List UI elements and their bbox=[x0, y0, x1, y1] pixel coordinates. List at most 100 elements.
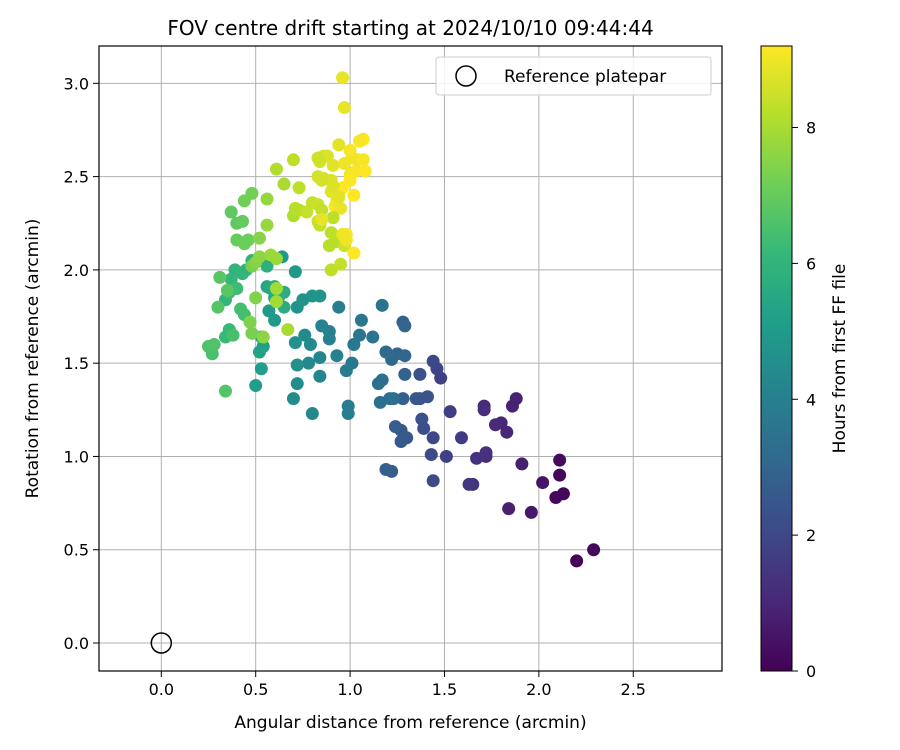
data-point bbox=[303, 338, 317, 352]
data-point bbox=[241, 233, 255, 247]
colorbar: 0 2 4 6 8 Hours from first FF file bbox=[760, 45, 850, 681]
data-point bbox=[454, 431, 468, 445]
y-tick-label: 1.5 bbox=[64, 354, 89, 373]
reference-platepar-marker bbox=[150, 632, 173, 654]
data-point bbox=[553, 453, 567, 467]
data-point bbox=[524, 505, 538, 519]
data-point bbox=[553, 468, 567, 482]
legend: Reference platepar bbox=[435, 56, 712, 96]
data-point bbox=[252, 250, 266, 264]
data-point bbox=[252, 345, 266, 359]
data-point bbox=[556, 487, 570, 501]
x-tick-label: 2.0 bbox=[526, 680, 551, 699]
data-point bbox=[375, 298, 389, 312]
x-tick-label: 0.5 bbox=[243, 680, 268, 699]
colorbar-label: Hours from first FF file bbox=[830, 264, 850, 454]
data-point bbox=[243, 315, 257, 329]
data-point bbox=[339, 364, 353, 378]
data-point bbox=[224, 205, 238, 219]
x-tick-label: 1.5 bbox=[432, 680, 457, 699]
data-point bbox=[353, 328, 367, 342]
data-point bbox=[260, 218, 274, 232]
data-point bbox=[337, 101, 351, 115]
data-point bbox=[415, 412, 429, 426]
data-point bbox=[300, 205, 314, 219]
data-point bbox=[330, 349, 344, 363]
data-point bbox=[479, 446, 493, 460]
data-point bbox=[332, 300, 346, 314]
data-point bbox=[396, 392, 410, 406]
y-tick-label: 3.0 bbox=[64, 74, 89, 93]
y-axis-ticks: 0.0 0.5 1.0 1.5 2.0 2.5 3.0 bbox=[64, 74, 99, 653]
data-point bbox=[426, 354, 440, 368]
data-point bbox=[281, 323, 295, 337]
data-point bbox=[298, 328, 312, 342]
data-point bbox=[358, 164, 372, 178]
data-point bbox=[349, 164, 363, 178]
data-point bbox=[207, 338, 221, 352]
data-point bbox=[326, 158, 340, 172]
data-point bbox=[353, 134, 367, 148]
data-point bbox=[570, 554, 584, 568]
data-points bbox=[150, 71, 601, 654]
data-point bbox=[305, 407, 319, 421]
x-axis-label: Angular distance from reference (arcmin) bbox=[234, 713, 586, 733]
colorbar-tick-label: 6 bbox=[806, 254, 816, 273]
x-tick-label: 1.0 bbox=[337, 680, 362, 699]
colorbar-tick-label: 2 bbox=[806, 526, 816, 545]
data-point bbox=[424, 448, 438, 462]
data-point bbox=[245, 186, 259, 200]
y-tick-label: 0.0 bbox=[64, 634, 89, 653]
data-point bbox=[290, 377, 304, 391]
plot-area-frame bbox=[98, 45, 723, 672]
data-point bbox=[313, 369, 327, 383]
data-point bbox=[326, 211, 340, 225]
x-tick-label: 2.5 bbox=[621, 680, 646, 699]
y-tick-label: 2.5 bbox=[64, 168, 89, 187]
data-point bbox=[286, 392, 300, 406]
data-point bbox=[254, 362, 268, 376]
data-point bbox=[324, 226, 338, 240]
data-point bbox=[324, 263, 338, 277]
data-point bbox=[515, 457, 529, 471]
data-point bbox=[269, 282, 283, 296]
data-point bbox=[347, 338, 361, 352]
data-point bbox=[477, 403, 491, 417]
chart-title: FOV centre drift starting at 2024/10/10 … bbox=[167, 16, 653, 40]
data-point bbox=[235, 214, 249, 228]
legend-box bbox=[435, 56, 712, 96]
data-point bbox=[443, 405, 457, 419]
data-point bbox=[268, 313, 282, 327]
colorbar-tick-label: 0 bbox=[806, 662, 816, 681]
data-point bbox=[439, 449, 453, 463]
data-point bbox=[337, 229, 351, 243]
data-point bbox=[311, 151, 325, 165]
data-point bbox=[292, 181, 306, 195]
data-point bbox=[252, 231, 266, 245]
y-tick-label: 0.5 bbox=[64, 541, 89, 560]
data-point bbox=[356, 153, 370, 167]
data-point bbox=[398, 319, 412, 333]
data-point bbox=[388, 420, 402, 434]
data-point bbox=[315, 203, 329, 217]
data-point bbox=[502, 502, 516, 516]
data-point bbox=[245, 326, 259, 340]
data-point bbox=[277, 177, 291, 191]
data-point bbox=[249, 379, 263, 393]
data-point bbox=[343, 143, 357, 157]
data-point bbox=[315, 173, 329, 187]
data-point bbox=[336, 71, 350, 85]
data-point bbox=[409, 392, 423, 406]
x-axis-ticks: 0.0 0.5 1.0 1.5 2.0 2.5 bbox=[149, 671, 646, 699]
y-tick-label: 1.0 bbox=[64, 447, 89, 466]
data-point bbox=[379, 345, 393, 359]
data-point bbox=[462, 477, 476, 491]
colorbar-tick-label: 8 bbox=[806, 119, 816, 138]
data-point bbox=[347, 246, 361, 260]
data-point bbox=[260, 192, 274, 206]
legend-reference-marker bbox=[455, 65, 477, 87]
x-tick-label: 0.0 bbox=[149, 680, 174, 699]
data-point bbox=[315, 319, 329, 333]
data-point bbox=[341, 407, 355, 421]
